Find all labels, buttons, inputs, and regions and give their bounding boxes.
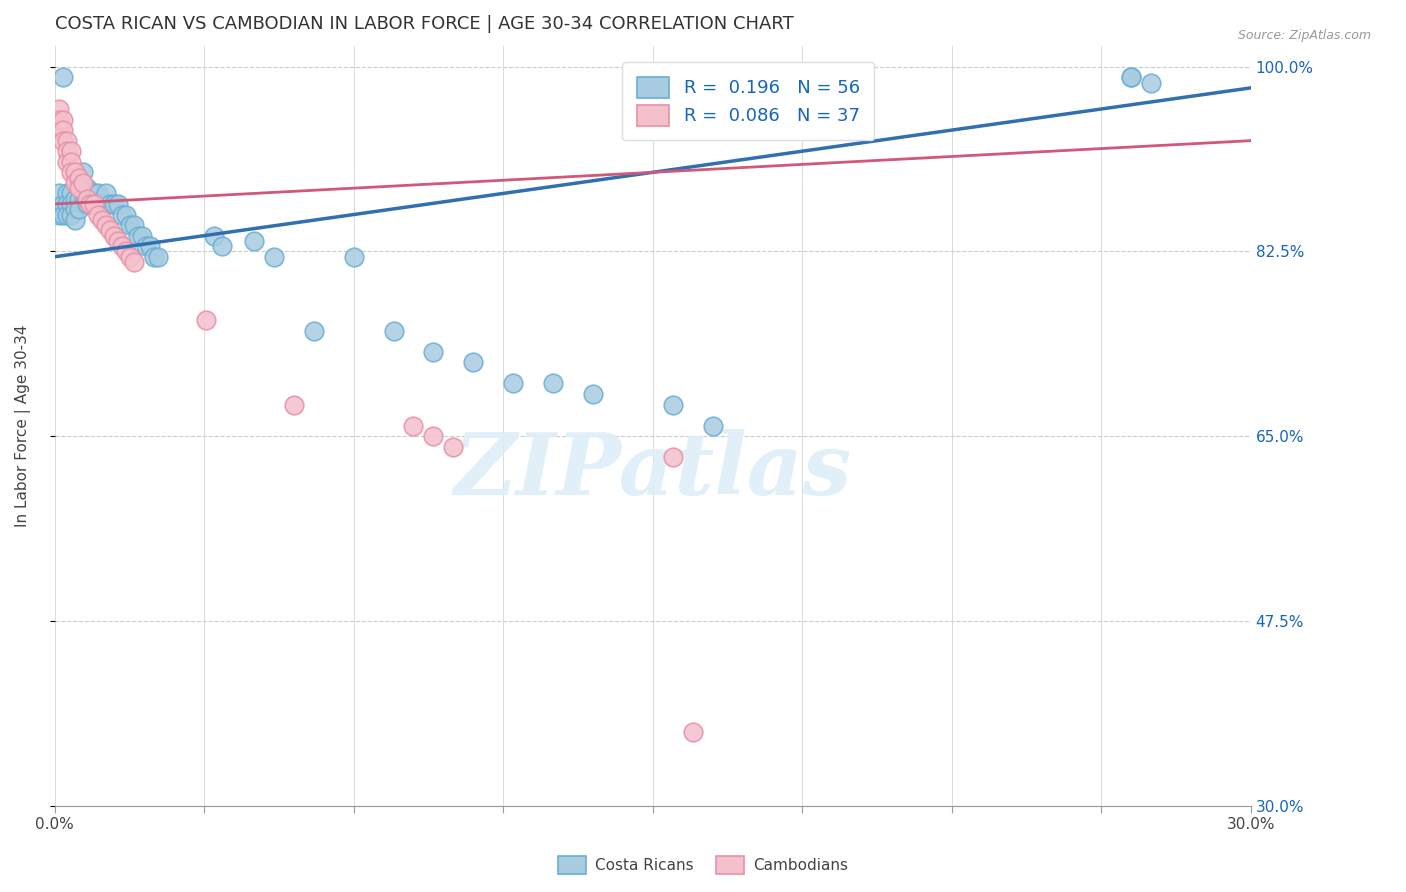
Point: [67, 202, 90, 217]
Point: [63, 202, 86, 217]
Point: [79, 186, 101, 201]
Point: [87, 186, 110, 201]
Point: [63, 192, 86, 206]
Point: [55, 154, 77, 169]
Point: [52, 197, 75, 211]
Point: [124, 255, 146, 269]
Point: [59, 197, 82, 211]
Point: [96, 218, 118, 232]
Point: [91, 212, 114, 227]
Point: [103, 228, 125, 243]
Point: [422, 344, 444, 359]
Point: [67, 181, 90, 195]
Point: [100, 223, 122, 237]
Point: [52, 123, 75, 137]
Legend: R =  0.196   N = 56, R =  0.086   N = 37: R = 0.196 N = 56, R = 0.086 N = 37: [623, 62, 875, 140]
Point: [55, 197, 77, 211]
Point: [96, 186, 118, 201]
Point: [76, 197, 98, 211]
Point: [211, 239, 233, 253]
Point: [124, 218, 146, 232]
Point: [48, 102, 70, 116]
Point: [143, 250, 166, 264]
Point: [115, 244, 138, 259]
Point: [422, 429, 444, 443]
Point: [83, 197, 105, 211]
Point: [52, 134, 75, 148]
Point: [67, 170, 90, 185]
Point: [59, 145, 82, 159]
Point: [63, 176, 86, 190]
Point: [1121, 70, 1143, 85]
Y-axis label: In Labor Force | Age 30-34: In Labor Force | Age 30-34: [15, 325, 31, 527]
Point: [148, 250, 170, 264]
Point: [48, 123, 70, 137]
Point: [72, 176, 94, 190]
Point: [131, 228, 153, 243]
Point: [48, 208, 70, 222]
Point: [48, 186, 70, 201]
Legend: Costa Ricans, Cambodians: Costa Ricans, Cambodians: [553, 850, 853, 880]
Text: ZIPatlas: ZIPatlas: [454, 429, 852, 513]
Point: [72, 165, 94, 179]
Point: [127, 228, 149, 243]
Point: [107, 197, 129, 211]
Point: [283, 397, 305, 411]
Point: [79, 197, 101, 211]
Point: [100, 197, 122, 211]
Point: [91, 197, 114, 211]
Point: [682, 724, 704, 739]
Point: [1140, 76, 1163, 90]
Point: [582, 387, 605, 401]
Text: COSTA RICAN VS CAMBODIAN IN LABOR FORCE | AGE 30-34 CORRELATION CHART: COSTA RICAN VS CAMBODIAN IN LABOR FORCE …: [55, 15, 793, 33]
Point: [1121, 70, 1143, 85]
Point: [48, 112, 70, 127]
Point: [202, 228, 225, 243]
Point: [441, 440, 464, 454]
Point: [541, 376, 564, 391]
Point: [139, 239, 162, 253]
Point: [463, 355, 485, 369]
Point: [52, 208, 75, 222]
Point: [72, 186, 94, 201]
Point: [55, 208, 77, 222]
Point: [59, 208, 82, 222]
Point: [195, 313, 218, 327]
Point: [63, 165, 86, 179]
Point: [59, 165, 82, 179]
Point: [59, 154, 82, 169]
Point: [107, 234, 129, 248]
Point: [115, 208, 138, 222]
Point: [243, 234, 266, 248]
Point: [661, 450, 683, 465]
Point: [83, 186, 105, 201]
Point: [83, 197, 105, 211]
Point: [55, 186, 77, 201]
Point: [135, 239, 157, 253]
Point: [382, 324, 405, 338]
Point: [63, 212, 86, 227]
Point: [52, 112, 75, 127]
Point: [103, 197, 125, 211]
Point: [263, 250, 285, 264]
Point: [76, 192, 98, 206]
Point: [502, 376, 524, 391]
Point: [55, 145, 77, 159]
Point: [111, 239, 134, 253]
Point: [661, 397, 683, 411]
Point: [302, 324, 325, 338]
Point: [111, 208, 134, 222]
Point: [120, 250, 142, 264]
Point: [87, 208, 110, 222]
Point: [120, 218, 142, 232]
Point: [402, 418, 425, 433]
Point: [702, 418, 724, 433]
Point: [343, 250, 366, 264]
Point: [76, 181, 98, 195]
Point: [67, 192, 90, 206]
Point: [59, 186, 82, 201]
Point: [55, 134, 77, 148]
Point: [52, 70, 75, 85]
Text: Source: ZipAtlas.com: Source: ZipAtlas.com: [1237, 29, 1371, 42]
